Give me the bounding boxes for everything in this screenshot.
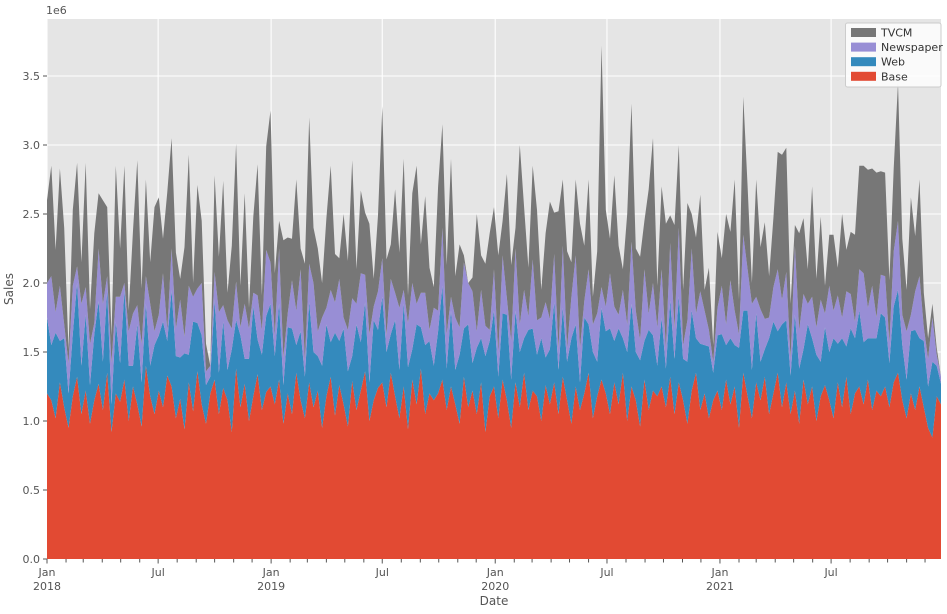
y-tick-label: 1.5 <box>23 346 41 359</box>
y-tick-label: 0.0 <box>23 553 41 566</box>
legend-swatch-web <box>851 57 876 67</box>
legend-label-tvcm: TVCM <box>880 27 912 40</box>
x-tick-year-label: 2020 <box>481 580 509 593</box>
y-axis-label: Sales <box>2 273 16 305</box>
y-tick-label: 2.5 <box>23 208 41 221</box>
area-web <box>47 283 941 438</box>
x-tick-label: Jan <box>38 566 56 579</box>
legend-swatch-base <box>851 71 876 81</box>
x-tick-label: Jul <box>375 566 389 579</box>
area-base <box>47 365 941 559</box>
y-tick-label: 3.5 <box>23 70 41 83</box>
y-tick-label: 0.5 <box>23 484 41 497</box>
legend-swatch-tvcm <box>851 28 876 37</box>
x-tick-label: Jul <box>150 566 164 579</box>
area-newspaper <box>47 220 941 405</box>
x-tick-year-label: 2018 <box>33 580 61 593</box>
legend: TVCM Newspaper Web Base <box>845 22 943 88</box>
x-tick-label: Jul <box>599 566 613 579</box>
x-tick-label: Jul <box>823 566 837 579</box>
legend-label-newspaper: Newspaper <box>881 41 943 54</box>
legend-label-base: Base <box>881 70 908 83</box>
y-tick-label: 2.0 <box>23 277 41 290</box>
x-axis-label: Date <box>480 594 509 608</box>
y-tick-label: 3.0 <box>23 139 41 152</box>
y-tick-label: 1.0 <box>23 415 41 428</box>
legend-box <box>845 22 942 88</box>
x-tick-year-label: 2019 <box>257 580 285 593</box>
x-tick-label: Jan <box>486 566 504 579</box>
x-tick-label: Jan <box>710 566 728 579</box>
legend-swatch-newspaper <box>851 42 876 52</box>
y-axis-offset-label: 1e6 <box>46 4 67 17</box>
legend-label-web: Web <box>881 56 905 69</box>
x-tick-year-label: 2021 <box>706 580 734 593</box>
x-tick-label: Jan <box>262 566 280 579</box>
area-tvcm <box>47 45 941 377</box>
